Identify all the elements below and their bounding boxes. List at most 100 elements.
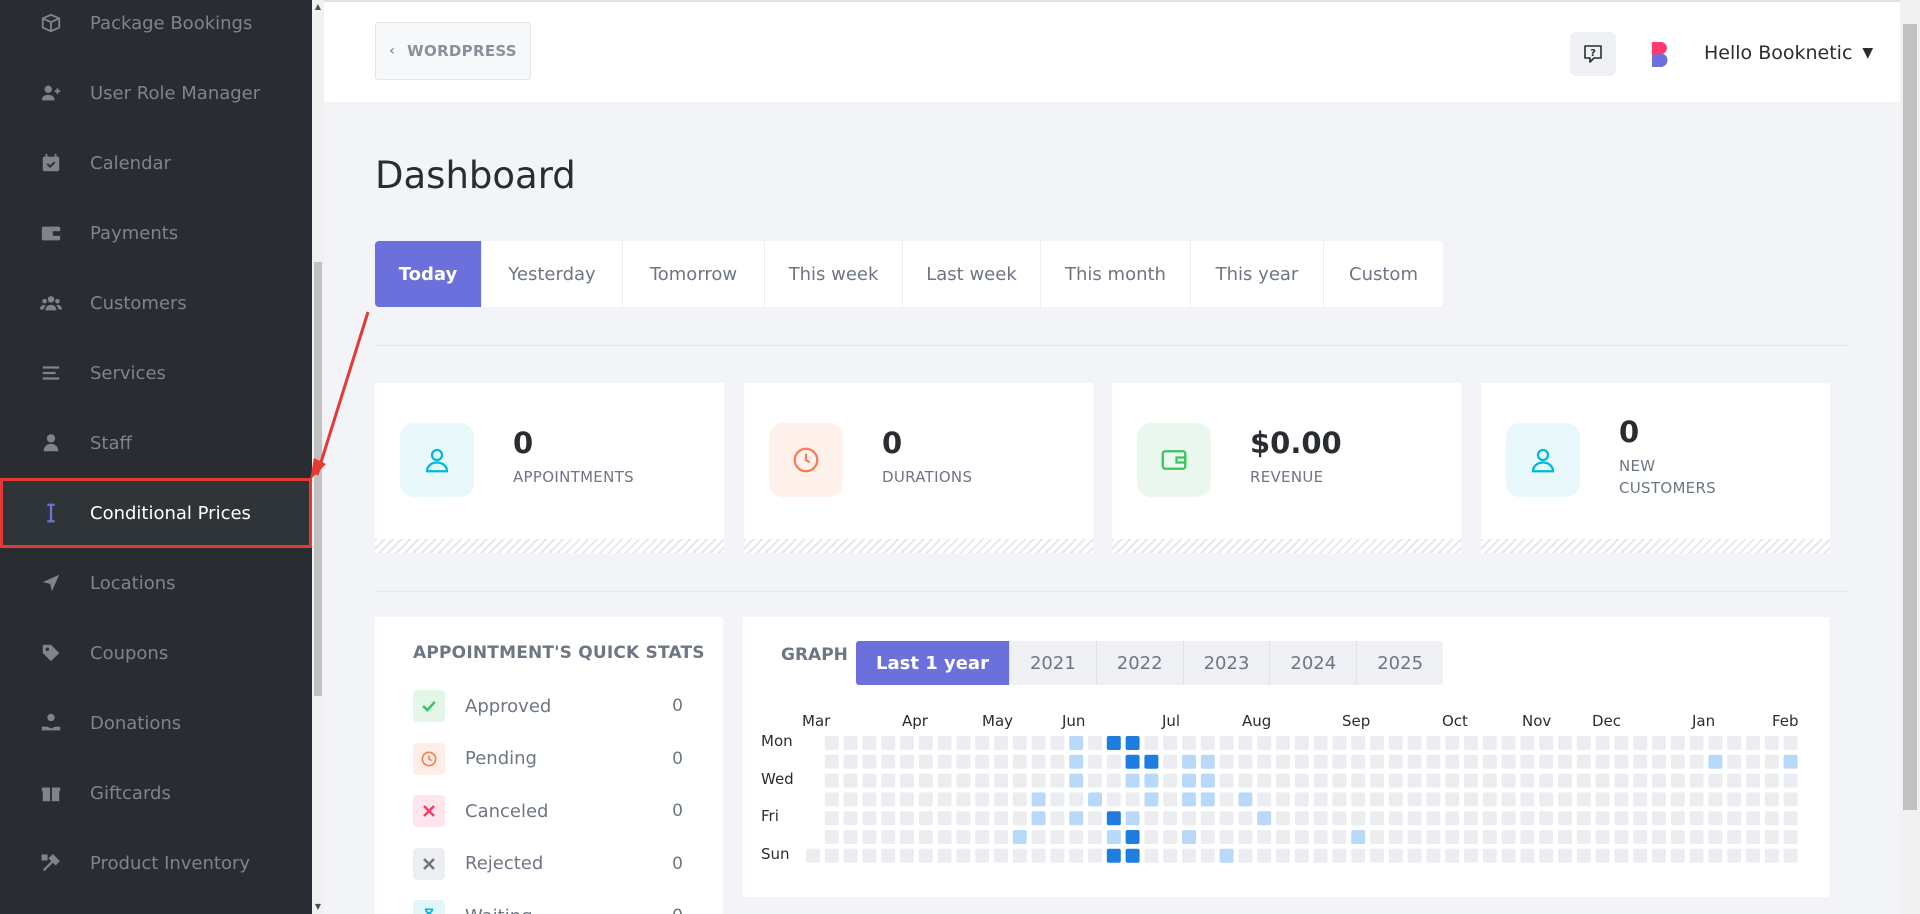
help-button[interactable]: ? xyxy=(1570,32,1616,76)
heatmap-cell xyxy=(1595,736,1610,750)
sidebar-item-label: Coupons xyxy=(90,642,169,664)
heatmap-cell xyxy=(1313,736,1328,750)
day-label: Mon xyxy=(761,732,793,750)
main-scroll-thumb[interactable] xyxy=(1903,24,1917,810)
sidebar-item-product-inventory[interactable]: Product Inventory xyxy=(0,828,312,898)
back-to-wordpress-button[interactable]: ‹ WORDPRESS xyxy=(375,22,531,80)
month-label: Dec xyxy=(1592,712,1622,730)
heatmap-cell xyxy=(1313,848,1328,863)
sidebar-item-donations[interactable]: Donations xyxy=(0,688,312,758)
year-tab-2025[interactable]: 2025 xyxy=(1377,652,1424,674)
heatmap-cell xyxy=(1144,811,1159,826)
heatmap-cell xyxy=(918,811,933,826)
stat-card-durations: 0 DURATIONS xyxy=(744,383,1093,553)
scroll-up-arrow-icon[interactable]: ▲ xyxy=(314,2,322,11)
heatmap-cell xyxy=(1031,773,1046,788)
heatmap-cell xyxy=(1351,754,1366,769)
sidebar-item-conditional-prices[interactable]: Conditional Prices xyxy=(0,478,312,548)
quick-stats-title: APPOINTMENT'S QUICK STATS xyxy=(413,643,705,663)
activity-heatmap xyxy=(806,736,1798,863)
heatmap-cell xyxy=(1558,754,1572,769)
heatmap-cell xyxy=(1088,792,1102,807)
sidebar-item-staff[interactable]: Staff xyxy=(0,408,312,478)
list-icon xyxy=(40,362,62,384)
heatmap-cell xyxy=(1351,830,1366,844)
tab-tomorrow[interactable]: Tomorrow xyxy=(623,241,765,307)
user-menu[interactable]: Hello Booknetic ▼ xyxy=(1704,42,1873,64)
heatmap-cell xyxy=(1125,754,1140,769)
tab-yesterday[interactable]: Yesterday xyxy=(482,241,623,307)
heatmap-cell xyxy=(1407,792,1422,807)
sidebar-scrollbar[interactable]: ▲ ▼ xyxy=(312,0,324,914)
sidebar-item-label: Product Inventory xyxy=(90,852,251,874)
heatmap-cell xyxy=(1464,792,1478,807)
tab-last-week[interactable]: Last week xyxy=(903,241,1041,307)
heatmap-cell xyxy=(1313,830,1328,844)
heatmap-cell xyxy=(1576,773,1591,788)
heatmap-cell xyxy=(918,754,933,769)
sidebar-item-services[interactable]: Services xyxy=(0,338,312,408)
year-tab-2024[interactable]: 2024 xyxy=(1270,641,1358,685)
heatmap-cell xyxy=(918,736,933,750)
stat-value: $0.00 xyxy=(1250,426,1342,460)
heatmap-cell xyxy=(1764,830,1779,844)
tab-this-year[interactable]: This year xyxy=(1191,241,1324,307)
tab-this-month[interactable]: This month xyxy=(1041,241,1191,307)
main-scrollbar[interactable] xyxy=(1900,0,1920,914)
heatmap-cell xyxy=(1708,811,1723,826)
heatmap-cell xyxy=(862,792,877,807)
year-tab-2023[interactable]: 2023 xyxy=(1184,641,1271,685)
heatmap-cell xyxy=(1125,736,1140,750)
heatmap-cell xyxy=(1257,848,1272,863)
sidebar-scroll-thumb[interactable] xyxy=(314,262,322,696)
tab-custom[interactable]: Custom xyxy=(1349,263,1418,285)
heatmap-cell xyxy=(1746,754,1760,769)
tag-icon xyxy=(40,642,62,664)
heatmap-cell xyxy=(1257,792,1272,807)
quick-stat-name: Waiting xyxy=(465,906,672,914)
sidebar-item-customers[interactable]: Customers xyxy=(0,268,312,338)
heatmap-cell xyxy=(1069,848,1084,863)
heatmap-cell xyxy=(1257,736,1272,750)
heatmap-cell xyxy=(1426,830,1441,844)
tab-this-week[interactable]: This week xyxy=(765,241,903,307)
heatmap-cell xyxy=(1332,848,1347,863)
heatmap-cell xyxy=(1200,754,1215,769)
year-tab-2022[interactable]: 2022 xyxy=(1097,641,1184,685)
heatmap-cell xyxy=(1182,830,1196,844)
heatmap-cell xyxy=(1294,773,1309,788)
divider xyxy=(375,345,1848,346)
heatmap-cell xyxy=(1219,736,1234,750)
heatmap-cell xyxy=(1708,736,1723,750)
heatmap-cell xyxy=(1520,848,1535,863)
heatmap-cell xyxy=(1313,754,1328,769)
sidebar-item-calendar[interactable]: Calendar xyxy=(0,128,312,198)
back-label: WORDPRESS xyxy=(407,42,517,60)
sidebar-item-coupons[interactable]: Coupons xyxy=(0,618,312,688)
heatmap-cell xyxy=(1652,830,1666,844)
heatmap-cell xyxy=(956,754,971,769)
heatmap-cell xyxy=(1708,848,1723,863)
heatmap-cell xyxy=(881,811,896,826)
scroll-down-arrow-icon[interactable]: ▼ xyxy=(314,902,322,911)
sidebar-item-label: Locations xyxy=(90,572,176,594)
sidebar-item-user-role-manager[interactable]: User Role Manager xyxy=(0,58,312,128)
heatmap-cell xyxy=(1050,811,1065,826)
gift-icon xyxy=(40,782,62,804)
heatmap-cell xyxy=(1614,792,1629,807)
year-tab-2021[interactable]: 2021 xyxy=(1010,641,1097,685)
sidebar-item-locations[interactable]: Locations xyxy=(0,548,312,618)
tab-today[interactable]: Today xyxy=(375,241,482,307)
heatmap-cell xyxy=(1144,848,1159,863)
heatmap-cell xyxy=(937,792,952,807)
sidebar-item-giftcards[interactable]: Giftcards xyxy=(0,758,312,828)
heatmap-cell xyxy=(1520,736,1535,750)
heatmap-cell xyxy=(1464,754,1478,769)
sidebar-item-payments[interactable]: Payments xyxy=(0,198,312,268)
heatmap-cell xyxy=(1276,792,1290,807)
year-tab-last-1-year[interactable]: Last 1 year xyxy=(856,641,1010,685)
heatmap-cell xyxy=(881,754,896,769)
heatmap-cell xyxy=(1482,830,1497,844)
quick-stat-value: 0 xyxy=(672,906,683,914)
sidebar-item-package-bookings[interactable]: Package Bookings xyxy=(0,0,312,58)
